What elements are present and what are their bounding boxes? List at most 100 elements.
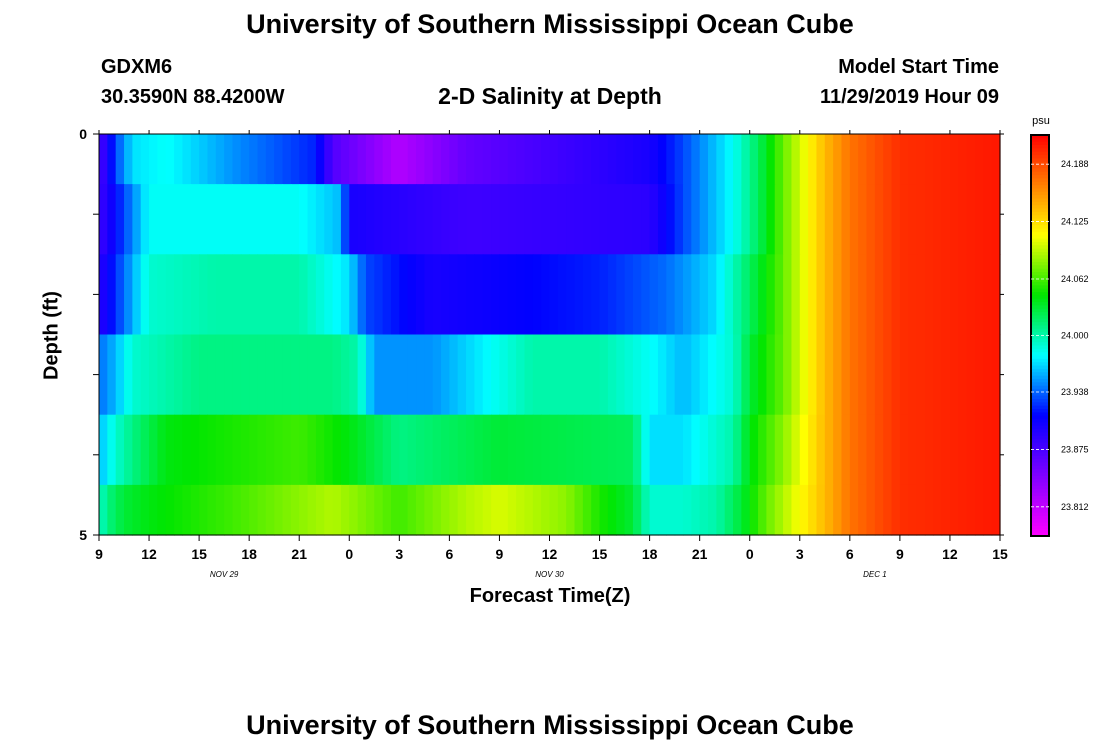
heatmap-cell <box>290 134 300 185</box>
x-axis-label: Forecast Time(Z) <box>469 585 631 607</box>
heatmap-cell <box>858 134 868 185</box>
colorbar-cell <box>1031 292 1049 296</box>
heatmap-cell <box>699 184 709 255</box>
heatmap-cell <box>315 334 325 416</box>
heatmap-cell <box>441 414 450 486</box>
heatmap-cell <box>924 254 934 336</box>
heatmap-cell <box>424 334 434 416</box>
heatmap-cell <box>899 184 909 255</box>
heatmap-cell <box>591 414 601 486</box>
heatmap-cell <box>290 184 300 255</box>
heatmap-cell <box>849 484 859 536</box>
heatmap-cell <box>549 184 559 255</box>
heatmap-cell <box>566 484 576 536</box>
heatmap-cell <box>766 134 776 185</box>
x-tick-label: 0 <box>746 546 754 562</box>
colorbar-cell <box>1031 355 1049 360</box>
heatmap-cell <box>282 334 292 416</box>
colorbar-cell <box>1031 515 1049 520</box>
heatmap-cell <box>290 414 300 486</box>
heatmap-cell <box>749 414 759 486</box>
heatmap-cell <box>941 334 951 416</box>
heatmap-cell <box>390 254 400 336</box>
colorbar-cell <box>1031 181 1049 186</box>
heatmap-cell <box>933 414 943 486</box>
heatmap-cell <box>616 484 626 536</box>
colorbar-cell <box>1031 422 1049 427</box>
heatmap-cell <box>332 184 342 255</box>
heatmap-cell <box>157 414 167 486</box>
heatmap-cell <box>833 414 843 486</box>
heatmap-cell <box>774 414 784 486</box>
colorbar-cell <box>1031 288 1049 293</box>
heatmap-cell <box>699 484 709 536</box>
heatmap-cell <box>933 134 943 185</box>
heatmap-cell <box>357 134 367 185</box>
heatmap-cell <box>174 254 184 336</box>
heatmap-cell <box>591 254 601 336</box>
heatmap-cell <box>516 134 526 185</box>
heatmap-cell <box>874 484 884 536</box>
heatmap-cell <box>791 254 801 336</box>
colorbar-cell <box>1031 479 1049 484</box>
heatmap-cell <box>691 334 701 416</box>
heatmap-cell <box>115 484 125 536</box>
heatmap-cell <box>466 134 476 185</box>
heatmap-cell <box>582 134 592 185</box>
colorbar-cell <box>1031 449 1049 454</box>
colorbar-cell <box>1031 432 1049 437</box>
heatmap-cell <box>758 254 767 336</box>
heatmap-cell <box>349 254 359 336</box>
heatmap-cell <box>566 184 576 255</box>
heatmap-cell <box>641 254 651 336</box>
heatmap-cell <box>315 184 325 255</box>
heatmap-cell <box>107 134 117 185</box>
heatmap-cell <box>674 334 684 416</box>
heatmap-cell <box>799 184 809 255</box>
heatmap-cell <box>499 134 509 185</box>
heatmap-cell <box>941 254 951 336</box>
heatmap-cell <box>841 134 851 185</box>
heatmap-cell <box>549 334 559 416</box>
heatmap-cell <box>257 184 267 255</box>
heatmap-cell <box>140 334 150 416</box>
x-tick-label: 18 <box>241 546 257 562</box>
heatmap-cell <box>758 484 767 536</box>
heatmap-cell <box>424 484 434 536</box>
heatmap-cell <box>983 334 993 416</box>
heatmap-cell <box>666 254 676 336</box>
colorbar-cell <box>1031 462 1049 467</box>
heatmap-cell <box>916 414 926 486</box>
heatmap-cell <box>182 184 192 255</box>
colorbar-cell <box>1031 298 1049 303</box>
heatmap-cell <box>649 484 659 536</box>
heatmap-cell <box>390 134 400 185</box>
heatmap-cell <box>591 484 601 536</box>
heatmap-cell <box>599 134 609 185</box>
heatmap-cell <box>858 254 868 336</box>
heatmap-cell <box>582 334 592 416</box>
heatmap-cell <box>641 184 651 255</box>
colorbar-cell <box>1031 502 1049 507</box>
heatmap-cell <box>232 414 242 486</box>
heatmap-cell <box>207 414 217 486</box>
heatmap-cell <box>182 254 192 336</box>
heatmap-cell <box>674 254 684 336</box>
heatmap-cell <box>532 334 542 416</box>
page-title: University of Southern Mississippi Ocean… <box>246 9 854 39</box>
heatmap-cell <box>507 254 517 336</box>
colorbar-cell <box>1031 145 1049 149</box>
colorbar-cell <box>1031 272 1049 276</box>
colorbar-cell <box>1031 178 1049 183</box>
heatmap-cell <box>616 134 626 185</box>
heatmap-cell <box>816 134 826 185</box>
heatmap-cell <box>874 184 884 255</box>
heatmap-cell <box>666 334 676 416</box>
colorbar-cell <box>1031 485 1049 490</box>
heatmap-cell <box>332 414 342 486</box>
heatmap-cell <box>816 184 826 255</box>
heatmap-cell <box>849 414 859 486</box>
heatmap-cell <box>908 484 918 536</box>
heatmap-cell <box>799 254 809 336</box>
heatmap-cell <box>557 184 567 255</box>
